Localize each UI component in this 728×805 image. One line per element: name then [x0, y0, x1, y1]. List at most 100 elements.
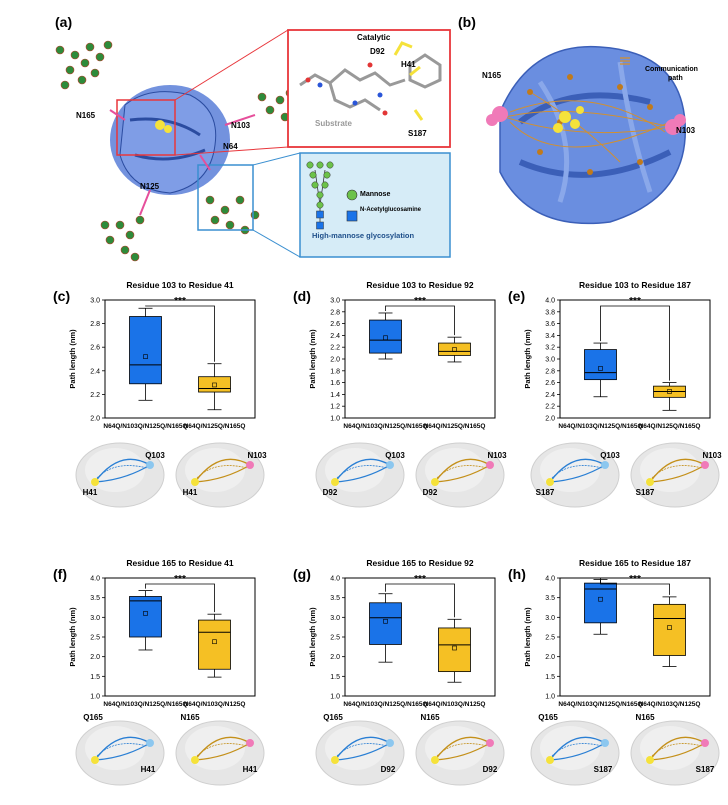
chart-title: Residue 165 to Residue 187 — [579, 558, 691, 568]
panel-label-e: (e) — [508, 288, 526, 304]
panel-label-c: (c) — [53, 288, 71, 304]
significance-bracket — [600, 577, 670, 595]
y-tick-label: 3.0 — [330, 615, 340, 622]
panel-b-figure — [486, 45, 687, 225]
plot-frame — [104, 577, 256, 697]
x-category-label: N64Q/N103Q/N125Q/N165Q — [343, 701, 427, 708]
mutant-structure-icon — [315, 720, 405, 786]
structure-label-wt-site: N165 — [180, 713, 200, 722]
y-tick-label: 4.0 — [545, 576, 555, 583]
y-tick-label: 3.5 — [90, 595, 100, 602]
significance-label: *** — [414, 296, 426, 307]
significance-bracket — [145, 305, 215, 362]
mean-marker — [598, 366, 603, 371]
box-iqr — [369, 319, 402, 354]
mean-marker — [143, 354, 148, 359]
y-axis-label: Path length (nm) — [68, 329, 77, 389]
x-category-label: N64Q/N103Q/N125Q/N165Q — [103, 701, 187, 708]
panel-label-g: (g) — [293, 566, 311, 582]
y-tick-label: 1.5 — [330, 674, 340, 681]
y-tick-label: 3.8 — [545, 309, 555, 316]
y-tick-label: 2.0 — [330, 654, 340, 661]
structure-label-wt-target: H41 — [183, 488, 198, 497]
catalytic-residues-icon — [393, 41, 424, 121]
significance-bracket — [385, 583, 455, 618]
path-legend-icon — [620, 57, 630, 65]
significance-label: *** — [414, 574, 426, 585]
boxplot-chart: Residue 103 to Residue 41 2.0 2.2 2.4 2.6 2.8… — [68, 280, 267, 508]
communication-label: Communication — [645, 66, 698, 73]
y-tick-label: 1.0 — [330, 416, 340, 423]
structure-label-wt-target: D92 — [483, 765, 498, 774]
glcnac-legend-icon — [346, 210, 358, 222]
label-n103-b: N103 — [676, 126, 696, 135]
y-tick-label: 2.2 — [90, 392, 100, 399]
y-tick-label: 2.5 — [90, 635, 100, 642]
box-iqr — [129, 596, 162, 638]
panel-label-f: (f) — [53, 566, 67, 582]
chart-title: Residue 165 to Residue 41 — [126, 558, 234, 568]
significance-bracket — [385, 305, 455, 336]
y-tick-label: 1.0 — [90, 694, 100, 701]
protein-ribbon-icon — [499, 45, 687, 225]
y-tick-label: 2.6 — [330, 321, 340, 328]
structure-label-mutant-target: D92 — [381, 765, 396, 774]
x-category-label: N64Q/N103Q/N125Q — [639, 701, 701, 708]
structure-label-wt-site: N165 — [420, 713, 440, 722]
substrate-label: Substrate — [315, 119, 352, 128]
y-tick-label: 1.0 — [330, 694, 340, 701]
label-n165-a: N165 — [76, 111, 96, 120]
mutant-structure-icon — [75, 720, 165, 786]
structure-label-wt-target: H41 — [243, 765, 258, 774]
significance-bracket — [145, 583, 215, 613]
boxplot-chart: Residue 103 to Residue 187 2.0 2.2 2.4 2.6 2.… — [523, 280, 722, 508]
mean-marker — [212, 382, 217, 388]
y-tick-label: 2.8 — [545, 368, 555, 375]
label-d92-inset: D92 — [370, 47, 385, 56]
y-tick-label: 3.4 — [545, 333, 555, 340]
y-axis-label: Path length (nm) — [523, 329, 532, 389]
box-iqr — [129, 316, 162, 385]
structure-label-mutant-site: Q165 — [323, 713, 343, 722]
panel-label-d: (d) — [293, 288, 311, 304]
zoom-frame-red — [116, 99, 176, 156]
y-tick-label: 1.5 — [90, 674, 100, 681]
box-iqr — [198, 619, 231, 670]
structure-label-wt-target: S187 — [636, 488, 655, 497]
label-n125-a: N125 — [140, 182, 160, 191]
panel-label-a: (a) — [55, 14, 73, 30]
mean-marker — [383, 335, 388, 341]
y-axis-label: Path length (nm) — [308, 607, 317, 667]
y-tick-label: 2.2 — [330, 345, 340, 352]
y-tick-label: 1.2 — [330, 404, 340, 411]
significance-bracket — [600, 305, 670, 381]
wildtype-structure-icon — [415, 442, 505, 508]
structure-label-wt-site: N103 — [487, 451, 507, 460]
y-tick-label: 2.6 — [545, 380, 555, 387]
y-tick-label: 2.4 — [545, 392, 555, 399]
label-n103-a: N103 — [231, 121, 251, 130]
y-tick-label: 1.8 — [330, 368, 340, 375]
mean-marker — [667, 389, 672, 394]
y-tick-label: 1.0 — [545, 694, 555, 701]
y-tick-label: 3.0 — [545, 615, 555, 622]
mean-marker — [667, 625, 672, 630]
glcnac-legend-label: N-Acetylglucosamine — [360, 207, 422, 213]
panel-a-figure — [55, 29, 451, 262]
box-iqr — [584, 582, 617, 624]
y-tick-label: 2.8 — [90, 321, 100, 328]
structure-label-mutant-site: Q103 — [600, 451, 620, 460]
box-iqr — [584, 349, 617, 381]
plot-frame — [559, 299, 711, 419]
label-h41-inset: H41 — [401, 60, 416, 69]
mean-marker — [452, 645, 457, 651]
panel-label-h: (h) — [508, 566, 526, 582]
boxplot-chart: Residue 165 to Residue 92 1.0 1.5 2.0 2.5 3.0… — [308, 558, 505, 786]
wildtype-structure-icon — [630, 720, 720, 786]
mutant-structure-icon — [315, 442, 405, 508]
y-tick-label: 4.0 — [330, 576, 340, 583]
wildtype-structure-icon — [175, 720, 265, 786]
y-tick-label: 2.0 — [90, 654, 100, 661]
glycan-legend-caption: High-mannose glycosylation — [312, 231, 415, 240]
wildtype-structure-icon — [175, 442, 265, 508]
